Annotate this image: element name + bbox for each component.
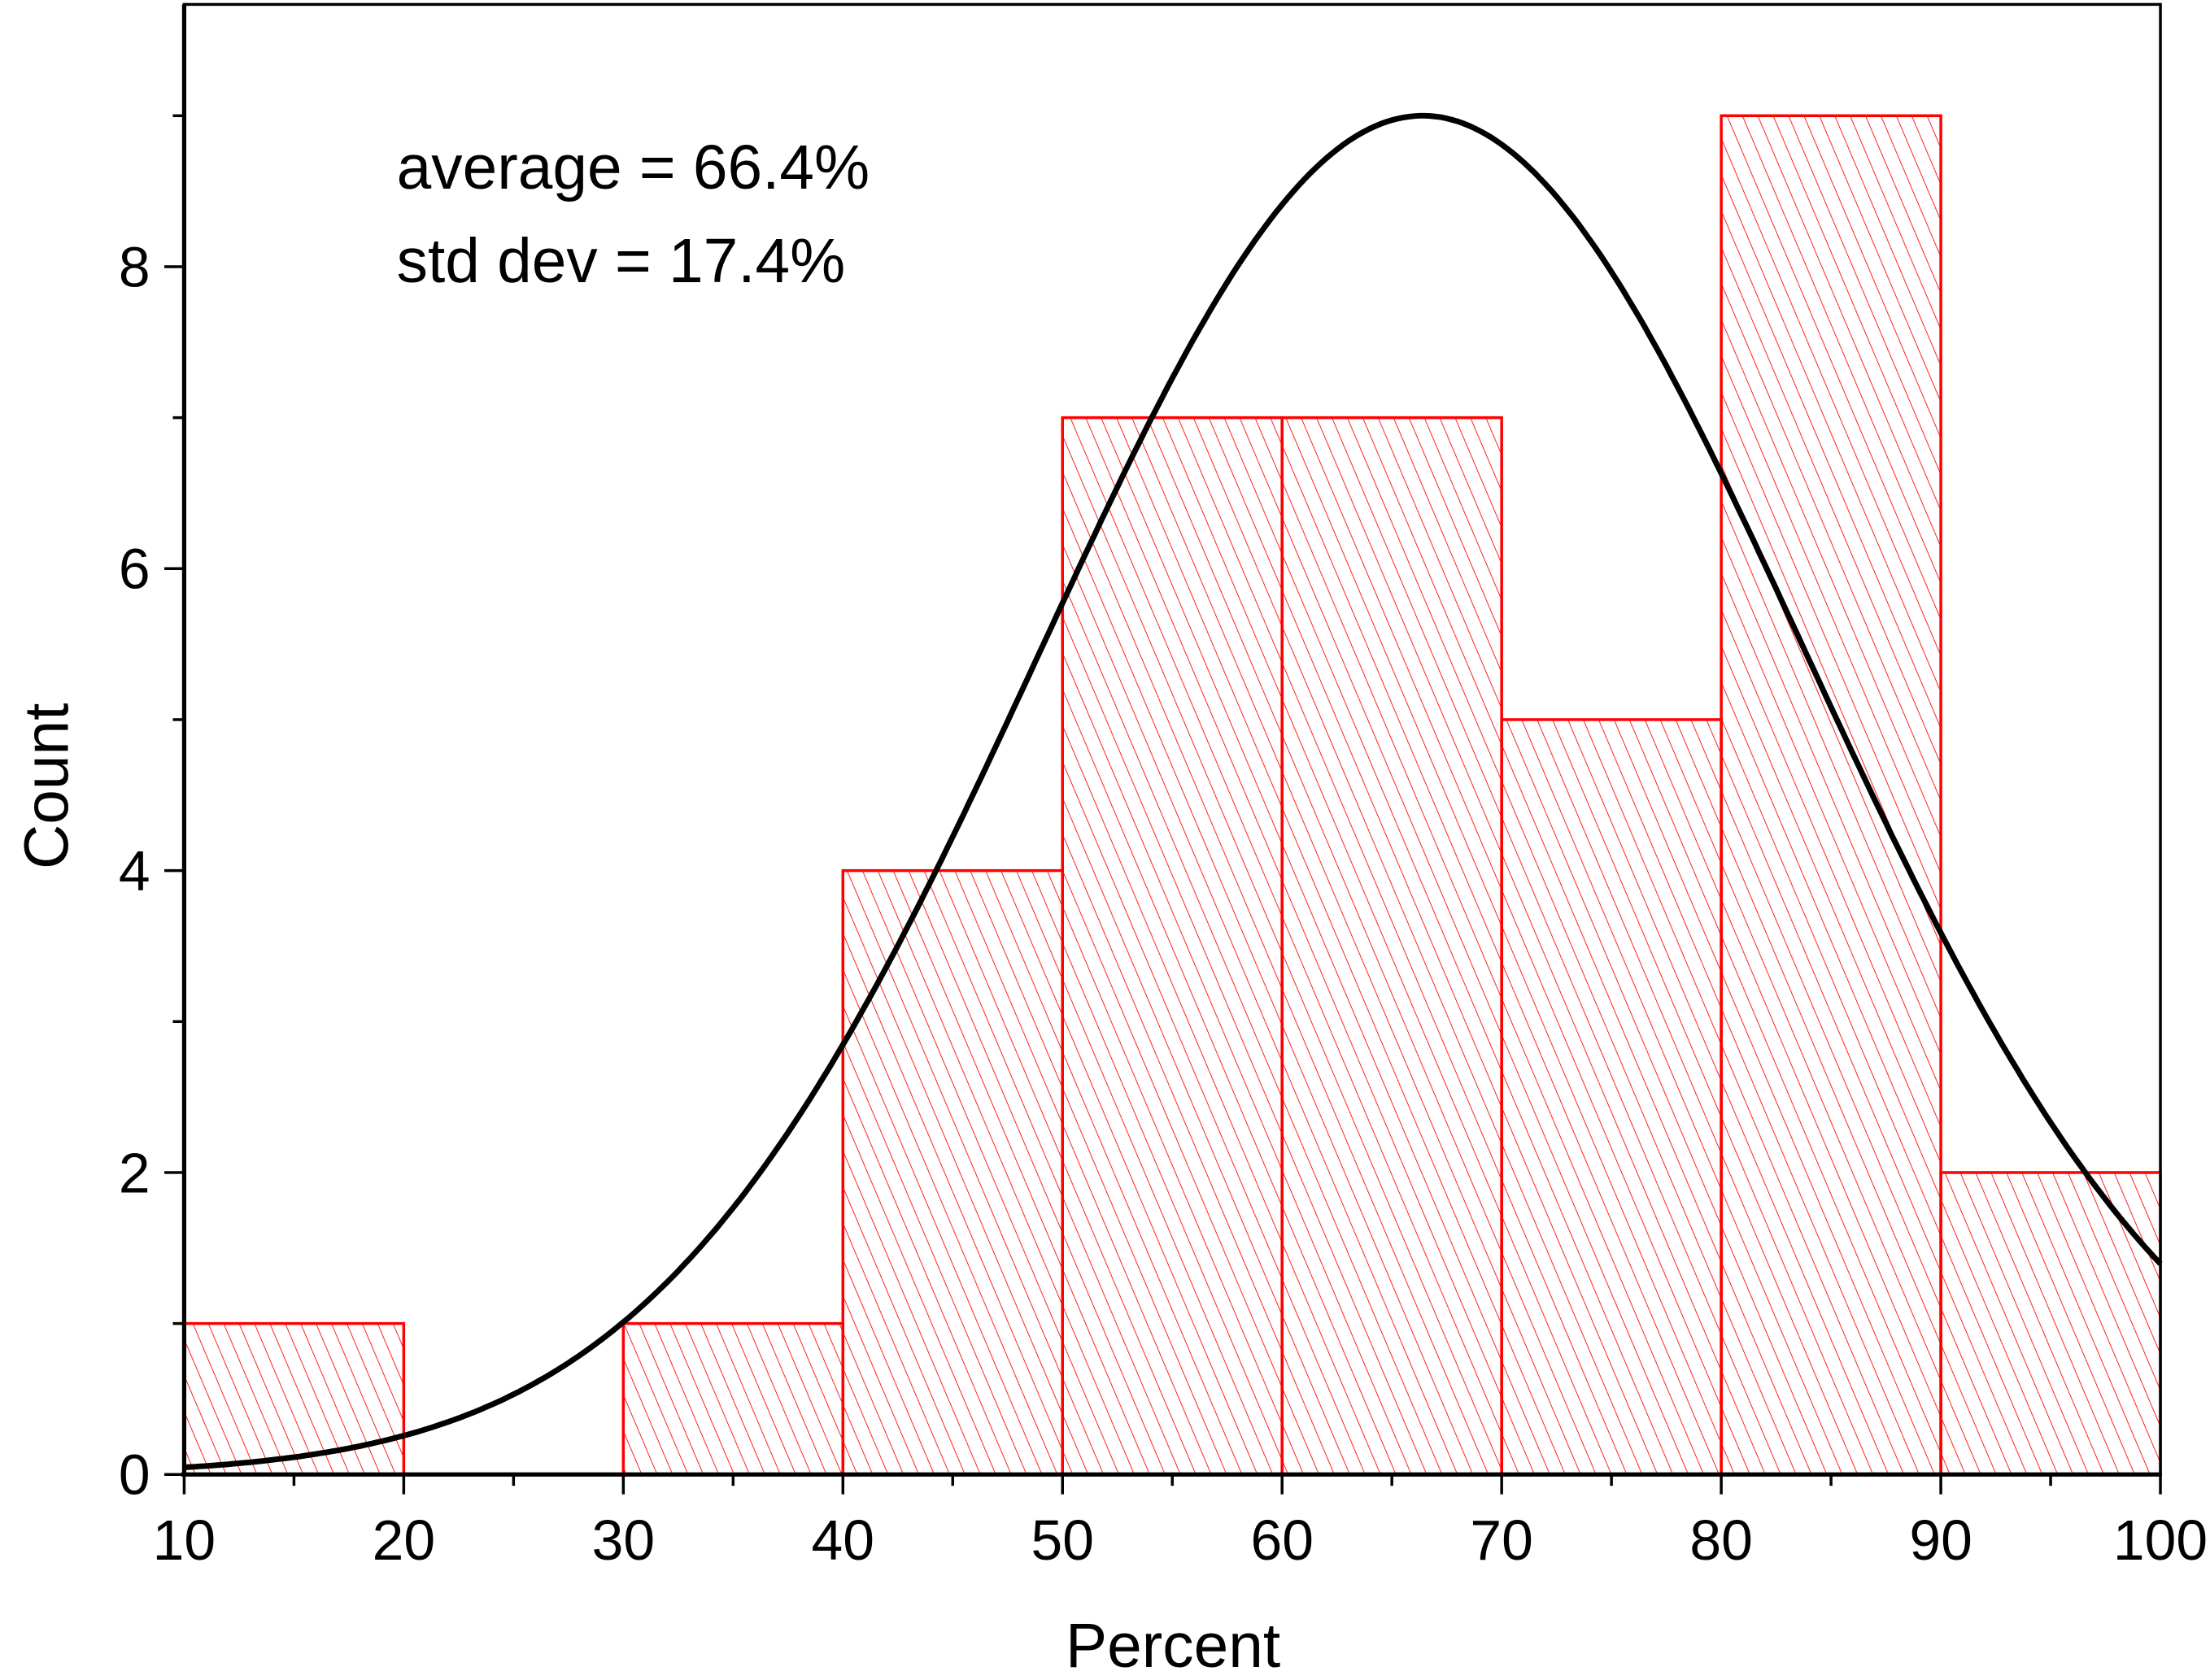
histogram-bar-70-80 — [1500, 718, 1723, 1477]
histogram-bar-80-90 — [1720, 114, 1942, 1477]
histogram-bars — [182, 114, 2162, 1477]
x-axis-label: Percent — [1066, 1612, 1280, 1680]
histogram-bar-50-60 — [1061, 416, 1284, 1477]
x-tick-label-20: 20 — [373, 1508, 435, 1572]
histogram-bar-40-50 — [841, 868, 1064, 1477]
x-tick-label-80: 80 — [1689, 1508, 1752, 1572]
y-tick-label-6: 6 — [119, 538, 150, 601]
x-tick-label-60: 60 — [1250, 1508, 1313, 1572]
x-tick-label-90: 90 — [1909, 1508, 1972, 1572]
x-tick-label-100: 100 — [2113, 1508, 2208, 1572]
axis-ticks: 10 20 30 40 50 60 70 80 90 100 0 2 4 6 8 — [119, 114, 2208, 1572]
x-tick-label-10: 10 — [153, 1508, 216, 1572]
x-tick-label-70: 70 — [1470, 1508, 1532, 1572]
y-tick-label-4: 4 — [119, 839, 150, 903]
x-tick-label-50: 50 — [1031, 1508, 1094, 1572]
y-tick-label-0: 0 — [119, 1443, 150, 1507]
y-axis-label: Count — [13, 703, 82, 869]
y-tick-label-8: 8 — [119, 235, 150, 298]
histogram-bar-90-100 — [1939, 1171, 2162, 1477]
x-tick-label-40: 40 — [812, 1508, 874, 1572]
annotation-std-dev: std dev = 17.4% — [397, 227, 846, 296]
normal-fit-curve — [184, 112, 2163, 1471]
x-tick-label-30: 30 — [592, 1508, 655, 1572]
y-tick-label-2: 2 — [119, 1141, 150, 1204]
histogram-bar-10-20 — [182, 1321, 406, 1477]
histogram-bar-30-40 — [621, 1321, 845, 1477]
histogram-bar-60-70 — [1280, 416, 1503, 1477]
annotation-average: average = 66.4% — [397, 133, 870, 202]
